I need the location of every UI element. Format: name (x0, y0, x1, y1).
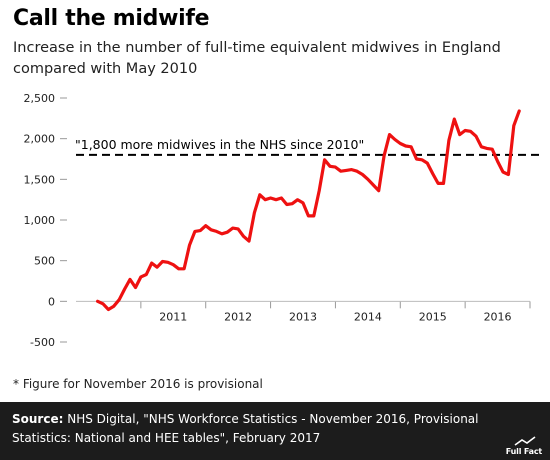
reference-annotation: "1,800 more midwives in the NHS since 20… (75, 137, 364, 152)
y-axis: 2,500 2,000 1,500 1,000 500 0 -500 (24, 92, 67, 349)
x-tick-label: 2014 (354, 310, 382, 323)
footnote: * Figure for November 2016 is provisiona… (13, 377, 263, 391)
y-tick-label: 1,000 (24, 214, 56, 227)
source-text: NHS Digital, "NHS Workforce Statistics -… (12, 412, 479, 445)
y-tick-label: 0 (48, 295, 55, 308)
chart-subtitle: Increase in the number of full-time equi… (13, 40, 501, 77)
y-tick-label: 2,500 (24, 92, 56, 105)
y-tick-label: 2,000 (24, 133, 56, 146)
x-tick-label: 2012 (224, 310, 252, 323)
full-fact-logo: Full Fact (498, 436, 542, 456)
y-tick-label: 500 (34, 255, 55, 268)
y-tick-label: -500 (30, 336, 55, 349)
x-tick-label: 2011 (159, 310, 187, 323)
source-footer: Source: NHS Digital, "NHS Workforce Stat… (0, 402, 550, 460)
y-tick-label: 1,500 (24, 173, 56, 186)
logo-arrow-icon (514, 436, 536, 446)
x-tick-label: 2015 (419, 310, 447, 323)
series-line-midwives (96, 109, 521, 312)
x-axis: 2011 2012 2013 2014 2015 2016 (140, 301, 531, 323)
logo-text: Full Fact (505, 447, 542, 456)
chart-title: Call the midwife (13, 6, 210, 31)
source-label: Source: (12, 412, 64, 426)
x-tick-label: 2016 (484, 310, 512, 323)
x-tick-label: 2013 (289, 310, 317, 323)
source-citation: Source: NHS Digital, "NHS Workforce Stat… (12, 410, 482, 448)
